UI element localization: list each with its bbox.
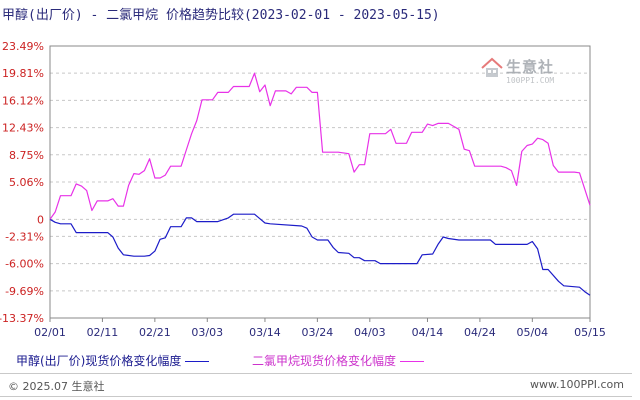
watermark-brand: 生意社 <box>506 58 555 76</box>
y-tick-label: 19.81% <box>2 67 44 80</box>
x-tick-label: 05/15 <box>574 326 606 339</box>
y-tick-label: 5.06% <box>9 176 44 189</box>
x-tick-label: 02/21 <box>139 326 171 339</box>
plot-border <box>49 45 591 319</box>
watermark-logo: 生意社 100PPI.COM <box>480 56 580 90</box>
x-tick-label: 02/11 <box>87 326 119 339</box>
y-tick-label: 12.43% <box>2 122 44 135</box>
y-tick-label: 8.75% <box>9 149 44 162</box>
y-tick-label: 23.49% <box>2 40 44 53</box>
legend-label-dichloromethane: 二氯甲烷现货价格变化幅度 <box>252 354 397 368</box>
x-tick-label: 03/24 <box>302 326 334 339</box>
y-tick-label: 0 <box>37 213 44 226</box>
footer-copyright: © 2025.07 生意社 <box>8 380 105 393</box>
legend-label-methanol: 甲醇(出厂价)现货价格变化幅度 <box>16 354 182 368</box>
x-tick-label: 04/14 <box>412 326 444 339</box>
x-tick-label: 04/24 <box>464 326 496 339</box>
series-line-1 <box>49 72 591 220</box>
house-icon <box>481 57 503 77</box>
series-lines <box>49 72 591 296</box>
y-tick-label: -2.31% <box>5 230 44 243</box>
footer-site-link[interactable]: www.100PPI.com <box>530 378 624 391</box>
chart-title: 甲醇(出厂价) - 二氯甲烷 价格趋势比较(2023-02-01 - 2023-… <box>2 8 440 23</box>
grid-lines <box>50 72 590 292</box>
series-line-0 <box>49 213 591 296</box>
x-tick-label: 05/04 <box>516 326 548 339</box>
legend-item-methanol: 甲醇(出厂价)现货价格变化幅度 <box>16 352 210 369</box>
footer-bar: © 2025.07 生意社 www.100PPI.com <box>0 373 632 397</box>
legend-swatch-methanol <box>185 361 210 362</box>
watermark-url: 100PPI.COM <box>506 76 555 85</box>
plot-frame <box>49 45 591 319</box>
legend-swatch-dichloromethane <box>400 361 425 362</box>
y-tick-label: -9.69% <box>5 285 44 298</box>
x-axis-ticks: 02/01 02/11 02/21 03/03 03/14 03/24 04/03 04/14… <box>34 318 606 339</box>
x-tick-label: 02/01 <box>34 326 66 339</box>
y-axis-ticks: 23.49% 19.81% 16.12% 12.43% 8.75% 5.06% 0 -2.31… <box>0 40 44 325</box>
chart-svg: 23.49% 19.81% 16.12% 12.43% 8.75% 5.06% 0 -2.31… <box>0 40 606 339</box>
x-tick-label: 03/14 <box>249 326 281 339</box>
y-tick-label: -13.37% <box>0 312 44 325</box>
x-tick-label: 03/03 <box>191 326 223 339</box>
legend-item-dichloromethane: 二氯甲烷现货价格变化幅度 <box>252 352 425 369</box>
x-tick-label: 04/03 <box>354 326 386 339</box>
y-tick-label: 16.12% <box>2 94 44 107</box>
y-tick-label: -6.00% <box>5 258 44 271</box>
